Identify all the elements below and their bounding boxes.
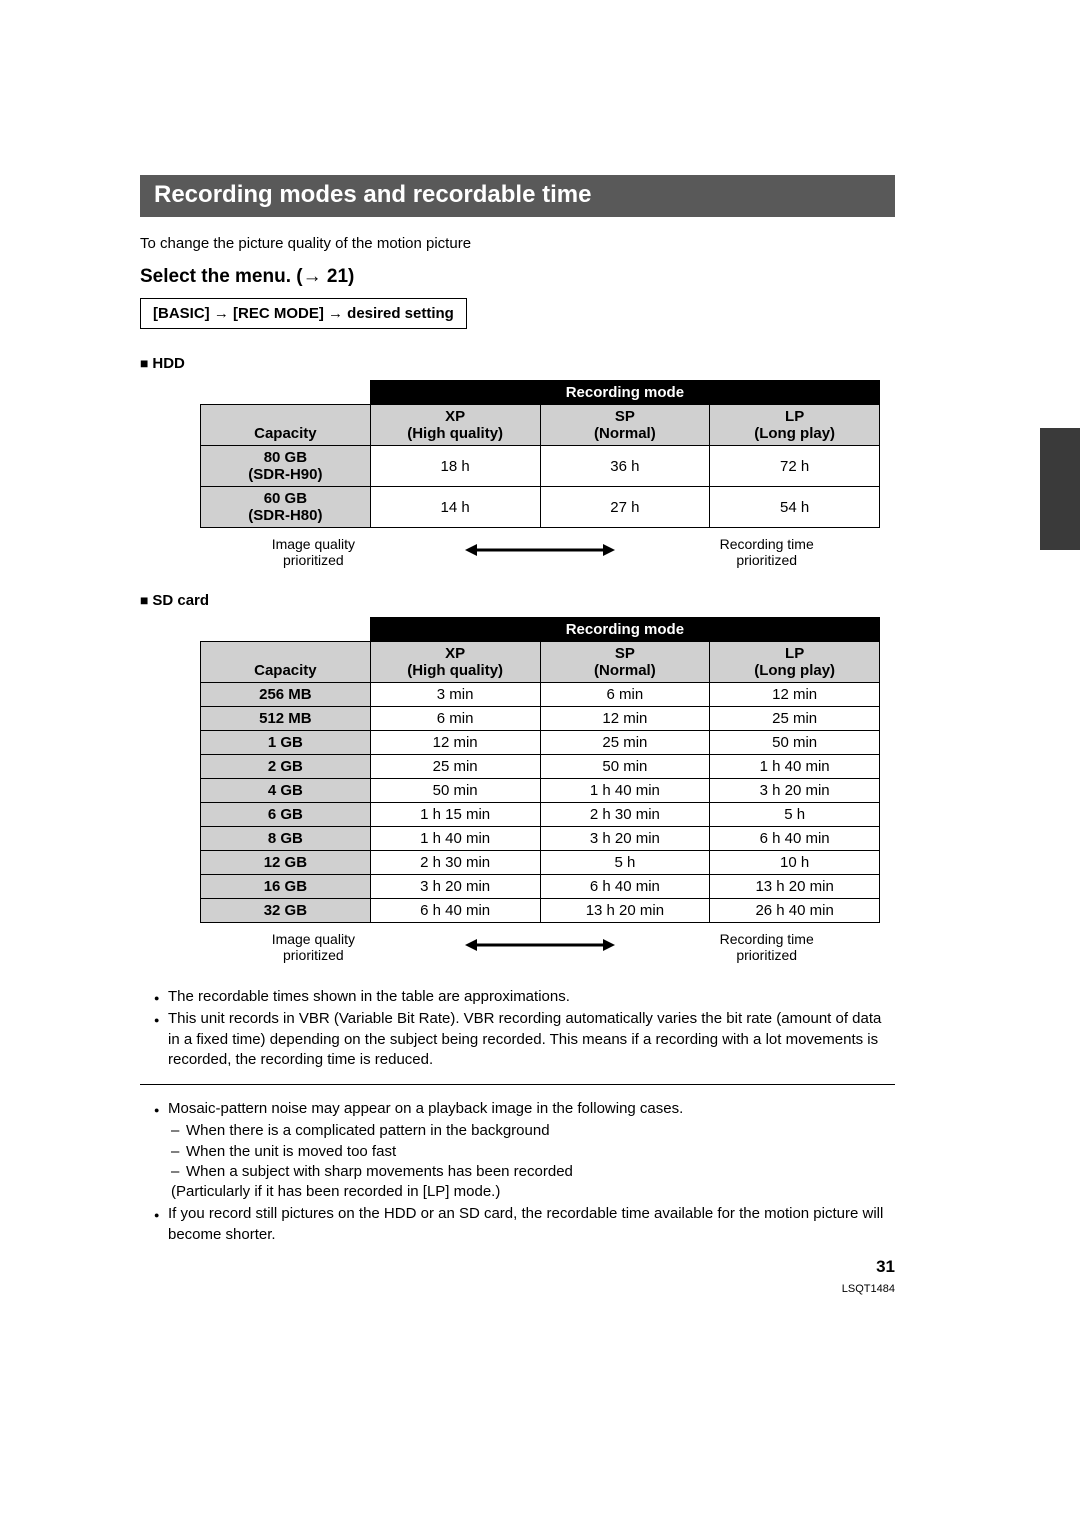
sd-table: Recording modeCapacityXP(High quality)SP… [200, 617, 880, 923]
note-subitem: When the unit is moved too fast [168, 1142, 895, 1162]
hdd-priority-row: Image qualityprioritized Recording timep… [200, 532, 880, 578]
note-subitem: When there is a complicated pattern in t… [168, 1121, 895, 1141]
note-item: If you record still pictures on the HDD … [154, 1204, 895, 1245]
sd-section-label: SD card [140, 592, 895, 609]
hdd-table: Recording modeCapacityXP(High quality)SP… [200, 380, 880, 528]
note-tail: (Particularly if it has been recorded in… [168, 1182, 895, 1202]
note-item: This unit records in VBR (Variable Bit R… [154, 1009, 895, 1070]
document-page: Recording modes and recordable time To c… [140, 175, 895, 1247]
image-quality-label: Image qualityprioritized [200, 927, 427, 973]
note-item: Mosaic-pattern noise may appear on a pla… [154, 1099, 895, 1202]
separator [140, 1084, 895, 1085]
recording-time-label: Recording timeprioritized [653, 532, 880, 578]
priority-arrow [427, 927, 654, 973]
side-tab [1040, 428, 1080, 550]
notes-list-1: The recordable times shown in the table … [140, 987, 895, 1070]
select-menu-heading: Select the menu. (→ 21) [140, 266, 895, 288]
note-item: The recordable times shown in the table … [154, 987, 895, 1007]
recording-time-label: Recording timeprioritized [653, 927, 880, 973]
notes-list-2: Mosaic-pattern noise may appear on a pla… [140, 1099, 895, 1245]
hdd-section-label: HDD [140, 355, 895, 372]
sd-priority-row: Image qualityprioritized Recording timep… [200, 927, 880, 973]
note-subitem: When a subject with sharp movements has … [168, 1162, 895, 1182]
image-quality-label: Image qualityprioritized [200, 532, 427, 578]
priority-arrow [427, 532, 654, 578]
page-title: Recording modes and recordable time [140, 175, 895, 217]
intro-text: To change the picture quality of the mot… [140, 235, 895, 252]
page-number: 31 [140, 1257, 895, 1277]
document-code: LSQT1484 [140, 1283, 895, 1295]
menu-path-box: [BASIC] → [REC MODE] → desired setting [140, 298, 467, 329]
